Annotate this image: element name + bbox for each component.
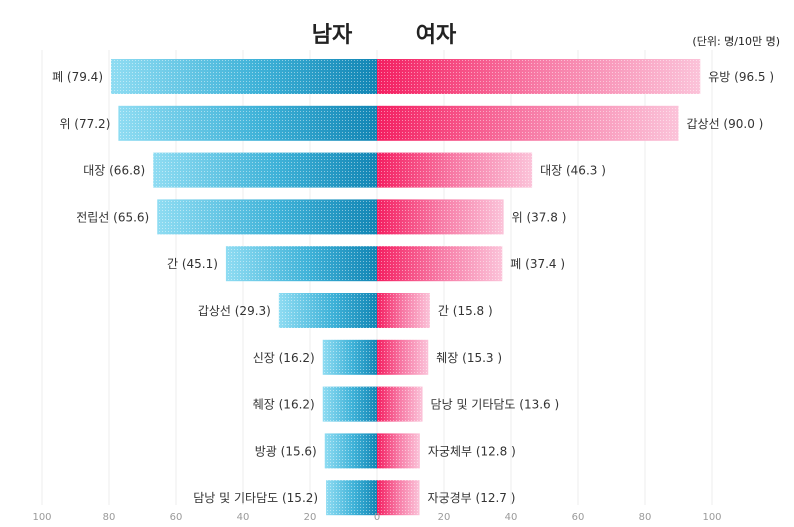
- male-bar-label: 폐 (79.4): [52, 70, 103, 84]
- male-bar-label: 간 (45.1): [167, 257, 218, 271]
- bar-labels-group: 폐 (79.4) 위 (77.2) 대장 (66.8) 전립선 (65.6) 간 (45…: [52, 70, 774, 505]
- female-bar-label: 폐 (37.4 ): [510, 257, 565, 271]
- x-tick-label: 60: [170, 512, 183, 523]
- x-tick-label: 20: [304, 512, 317, 523]
- male-bar-label: 방광 (15.6): [255, 444, 317, 458]
- x-tick-label: 20: [438, 512, 451, 523]
- x-tick-label: 80: [103, 512, 116, 523]
- bar-texture: [377, 293, 430, 328]
- x-tick-label: 60: [572, 512, 585, 523]
- male-bar-label: 신장 (16.2): [253, 351, 315, 365]
- bar-texture: [377, 105, 679, 141]
- x-tick-label: 100: [32, 512, 51, 523]
- left-header-title: 남자: [312, 23, 353, 48]
- female-bar-label: 유방 (96.5 ): [708, 70, 774, 84]
- x-axis-ticks: 100 80 60 40 20 0 20 40 60 80 100: [32, 512, 721, 523]
- female-bar-label: 간 (15.8 ): [438, 304, 493, 318]
- bar-texture: [377, 59, 701, 94]
- female-bar-label: 위 (37.8 ): [512, 210, 567, 224]
- x-tick-label: 40: [237, 512, 250, 523]
- female-bar-label: 담낭 및 기타담도 (13.6 ): [431, 398, 560, 412]
- bar-texture: [377, 480, 420, 516]
- male-bar-label: 갑상선 (29.3): [198, 304, 271, 318]
- bars-group: [111, 59, 701, 516]
- female-bar-label: 자궁체부 (12.8 ): [428, 444, 516, 458]
- bar-texture: [377, 152, 533, 188]
- bar-texture: [322, 386, 377, 422]
- bar-texture: [118, 105, 377, 141]
- bar-texture: [377, 246, 503, 282]
- bar-texture: [377, 199, 504, 235]
- male-bar-label: 전립선 (65.6): [76, 210, 149, 224]
- x-tick-label: 0: [374, 512, 380, 523]
- x-tick-label: 40: [505, 512, 518, 523]
- bar-texture: [157, 199, 377, 235]
- bar-texture: [111, 59, 377, 94]
- x-tick-label: 100: [702, 512, 721, 523]
- right-header-title: 여자: [416, 23, 457, 48]
- bar-texture: [225, 246, 377, 282]
- male-bar-label: 대장 (66.8): [83, 164, 145, 178]
- male-bar-label: 췌장 (16.2): [253, 398, 315, 412]
- bar-texture: [377, 433, 420, 469]
- bar-texture: [153, 152, 377, 188]
- bar-texture: [377, 339, 429, 375]
- female-bar-label: 갑상선 (90.0 ): [687, 117, 764, 131]
- male-bar-label: 담낭 및 기타담도 (15.2): [193, 491, 318, 505]
- bar-texture: [278, 293, 377, 328]
- bar-texture: [326, 480, 377, 516]
- x-tick-label: 80: [639, 512, 652, 523]
- bar-texture: [377, 386, 423, 422]
- bar-texture: [324, 433, 377, 469]
- female-bar-label: 췌장 (15.3 ): [436, 351, 502, 365]
- female-bar-label: 대장 (46.3 ): [540, 164, 606, 178]
- bar-texture: [322, 339, 377, 375]
- female-bar-label: 자궁경부 (12.7 ): [428, 491, 516, 505]
- unit-label: (단위: 명/10만 명): [692, 35, 780, 48]
- male-bar-label: 위 (77.2): [59, 117, 110, 131]
